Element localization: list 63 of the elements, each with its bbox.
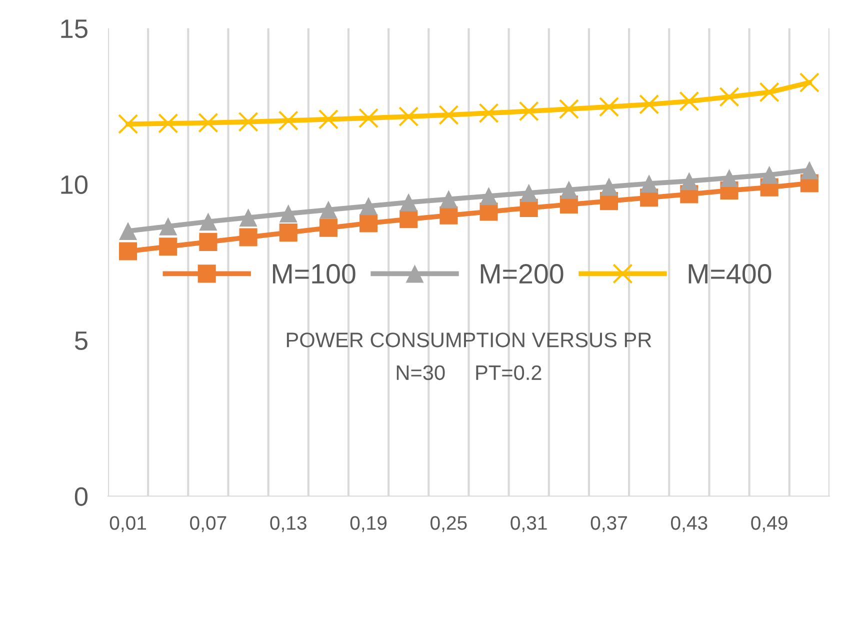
point — [319, 200, 338, 219]
text: POWER CONSUMPTION VERSUS PR — [286, 332, 652, 348]
point — [158, 113, 178, 134]
point — [119, 242, 138, 260]
x-tick-label: 0,37 — [590, 516, 627, 532]
x-tick-label: 0,07 — [190, 516, 226, 532]
point — [118, 114, 138, 134]
point — [438, 104, 459, 126]
point — [119, 222, 138, 240]
point — [239, 208, 258, 227]
point — [720, 168, 738, 188]
legend-label: M=200 — [480, 264, 564, 284]
point — [318, 109, 339, 130]
x-tick-label: 0,19 — [350, 516, 387, 532]
legend-label: M=100 — [273, 264, 356, 284]
point — [800, 161, 818, 180]
x-tick-label: 0,43 — [671, 516, 708, 532]
point — [279, 224, 298, 242]
point — [558, 98, 579, 120]
point — [279, 204, 298, 223]
point — [560, 180, 578, 199]
y-tick-label: 0 — [74, 487, 88, 506]
point — [400, 193, 418, 212]
point — [159, 238, 178, 256]
point — [239, 228, 258, 246]
point — [760, 166, 778, 184]
point — [520, 184, 538, 202]
point — [359, 197, 378, 216]
point — [319, 218, 338, 237]
point — [478, 103, 499, 124]
legend-label: M=400 — [688, 264, 772, 284]
point — [238, 112, 258, 132]
x-tick-label: 0,49 — [751, 516, 788, 532]
point — [639, 94, 660, 114]
point — [400, 210, 418, 228]
point — [199, 212, 218, 231]
point — [359, 214, 378, 232]
x-tick-label: 0,01 — [110, 516, 146, 532]
point — [159, 217, 178, 236]
point — [518, 101, 539, 122]
point — [198, 112, 218, 133]
y-tick-label: 5 — [74, 332, 88, 350]
point — [398, 106, 419, 127]
x-tick-label: 0,31 — [510, 516, 547, 532]
point — [680, 172, 698, 190]
text: N=30 PT=0.2 — [396, 365, 542, 380]
point — [440, 206, 458, 224]
point — [440, 190, 458, 208]
point — [278, 110, 298, 131]
point — [759, 82, 780, 102]
point — [598, 96, 620, 117]
y-tick-label: 10 — [61, 175, 88, 194]
y-tick-label: 15 — [61, 20, 88, 38]
point — [799, 72, 820, 93]
point — [199, 232, 218, 251]
point — [719, 86, 740, 107]
point — [358, 108, 379, 128]
point — [600, 178, 618, 196]
point — [640, 174, 658, 193]
x-tick-label: 0,25 — [430, 516, 467, 532]
x-tick-label: 0,13 — [270, 516, 306, 532]
point — [480, 187, 498, 206]
point — [679, 91, 700, 112]
